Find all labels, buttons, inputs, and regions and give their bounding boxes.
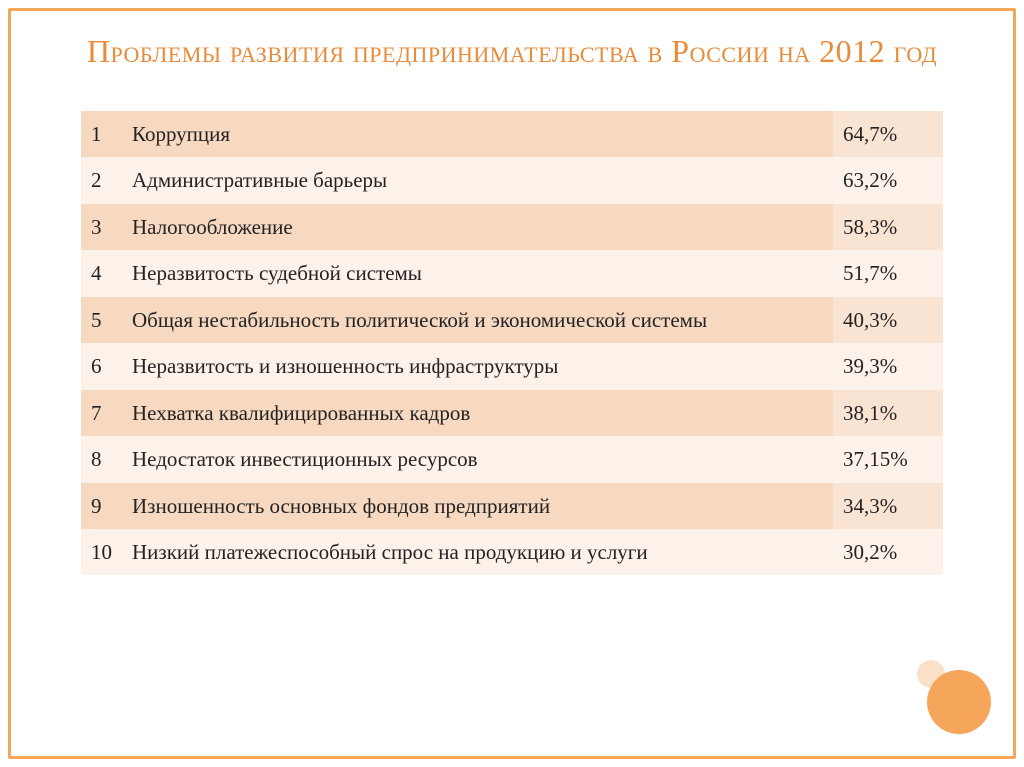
row-percent: 39,3% [833, 343, 943, 389]
problems-table: 1 Коррупция 64,7% 2 Административные бар… [81, 111, 943, 575]
row-percent: 34,3% [833, 483, 943, 529]
row-number: 1 [81, 111, 122, 157]
row-problem: Налогообложение [122, 204, 833, 250]
row-number: 10 [81, 529, 122, 575]
row-number: 2 [81, 157, 122, 203]
row-problem: Общая нестабильность политической и экон… [122, 297, 833, 343]
table-row: 7 Нехватка квалифицированных кадров 38,1… [81, 390, 943, 436]
row-number: 6 [81, 343, 122, 389]
table-row: 2 Административные барьеры 63,2% [81, 157, 943, 203]
table-row: 1 Коррупция 64,7% [81, 111, 943, 157]
row-problem: Административные барьеры [122, 157, 833, 203]
corner-decoration [913, 656, 991, 734]
circle-icon [927, 670, 991, 734]
row-problem: Коррупция [122, 111, 833, 157]
table-row: 9 Изношенность основных фондов предприят… [81, 483, 943, 529]
row-problem: Неразвитость и изношенность инфраструкту… [122, 343, 833, 389]
table-row: 6 Неразвитость и изношенность инфраструк… [81, 343, 943, 389]
table-row: 8 Недостаток инвестиционных ресурсов 37,… [81, 436, 943, 482]
row-number: 3 [81, 204, 122, 250]
row-number: 8 [81, 436, 122, 482]
row-problem: Изношенность основных фондов предприятий [122, 483, 833, 529]
table-row: 3 Налогообложение 58,3% [81, 204, 943, 250]
row-percent: 38,1% [833, 390, 943, 436]
row-number: 7 [81, 390, 122, 436]
slide-title: Проблемы развития предпринимательства в … [11, 11, 1013, 81]
row-number: 4 [81, 250, 122, 296]
row-percent: 63,2% [833, 157, 943, 203]
row-number: 9 [81, 483, 122, 529]
row-number: 5 [81, 297, 122, 343]
table-row: 4 Неразвитость судебной системы 51,7% [81, 250, 943, 296]
row-problem: Недостаток инвестиционных ресурсов [122, 436, 833, 482]
row-problem: Низкий платежеспособный спрос на продукц… [122, 529, 833, 575]
row-problem: Неразвитость судебной системы [122, 250, 833, 296]
row-percent: 40,3% [833, 297, 943, 343]
row-percent: 51,7% [833, 250, 943, 296]
row-percent: 37,15% [833, 436, 943, 482]
row-percent: 30,2% [833, 529, 943, 575]
table-row: 10 Низкий платежеспособный спрос на прод… [81, 529, 943, 575]
table-row: 5 Общая нестабильность политической и эк… [81, 297, 943, 343]
slide-frame: Проблемы развития предпринимательства в … [8, 8, 1016, 759]
row-percent: 58,3% [833, 204, 943, 250]
row-percent: 64,7% [833, 111, 943, 157]
row-problem: Нехватка квалифицированных кадров [122, 390, 833, 436]
table-container: 1 Коррупция 64,7% 2 Административные бар… [11, 81, 1013, 575]
